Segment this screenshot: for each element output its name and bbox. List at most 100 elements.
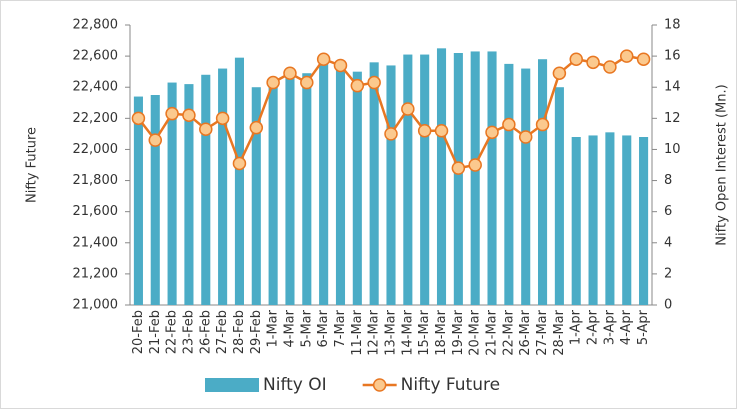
line-marker	[165, 106, 179, 121]
y2-tick-label: 2	[664, 266, 672, 281]
x-tick-label: 18-Mar	[434, 309, 449, 355]
x-tick-label: 1-Mar	[266, 309, 281, 347]
bar	[453, 53, 463, 305]
y2-tick-label: 4	[664, 235, 672, 250]
line-marker	[333, 58, 348, 73]
line-marker	[451, 161, 466, 175]
x-tick-label: 26-Mar	[518, 309, 533, 355]
x-tick-label: 4-Apr	[619, 309, 634, 345]
bar	[571, 137, 581, 305]
y-tick-label: 22,400	[73, 80, 119, 95]
line-marker	[131, 111, 146, 126]
line-marker	[552, 66, 567, 80]
y2-tick-label: 14	[664, 80, 681, 95]
line-marker	[468, 158, 482, 172]
y2-tick-label: 10	[664, 142, 681, 157]
x-tick-label: 12-Mar	[367, 309, 382, 355]
x-tick-label: 26-Feb	[198, 310, 213, 354]
bar	[386, 65, 396, 305]
x-tick-label: 22-Feb	[165, 310, 180, 354]
bar	[352, 71, 362, 306]
y-tick-label: 22,000	[73, 142, 119, 157]
bar	[335, 67, 346, 305]
x-tick-label: 1-Apr	[569, 309, 584, 345]
bar	[639, 137, 649, 305]
bar	[167, 82, 177, 305]
line-marker	[401, 102, 415, 116]
line-marker	[232, 156, 247, 171]
y-tick-label: 21,000	[73, 298, 119, 313]
y-tick-label: 22,200	[73, 111, 119, 126]
line-marker	[434, 124, 449, 138]
x-tick-label: 4-Mar	[282, 309, 297, 347]
y2-tick-label: 18	[664, 18, 681, 33]
bar	[420, 54, 430, 305]
y2-axis-label: Nifty Open Interest (Mn.)	[715, 84, 730, 245]
legend-swatch	[205, 378, 259, 392]
bar	[302, 73, 312, 305]
line-marker	[367, 75, 381, 90]
bar	[218, 68, 228, 305]
x-tick-label: 5-Apr	[636, 309, 651, 345]
x-tick-label: 6-Mar	[316, 309, 331, 347]
x-tick-label: 28-Mar	[552, 309, 567, 355]
x-tick-label: 21-Feb	[148, 310, 163, 354]
bar	[268, 82, 278, 305]
x-tick-label: 28-Feb	[232, 310, 247, 354]
legend-label: Nifty OI	[263, 375, 327, 395]
bar	[251, 87, 261, 305]
line-marker	[300, 75, 314, 90]
line-marker	[266, 75, 280, 90]
bar	[369, 62, 379, 306]
line-marker	[619, 49, 634, 63]
line-marker	[384, 127, 398, 141]
line-marker	[535, 117, 550, 132]
line-marker	[215, 111, 230, 126]
line-marker	[603, 60, 617, 74]
bar	[133, 96, 143, 305]
y2-tick-label: 12	[664, 111, 681, 126]
bar	[622, 135, 632, 305]
bar	[554, 87, 564, 305]
y-tick-label: 22,800	[73, 18, 119, 33]
x-tick-label: 13-Mar	[384, 309, 399, 355]
bar	[150, 95, 160, 305]
y-tick-label: 21,600	[73, 204, 119, 219]
bar	[234, 57, 244, 305]
line-marker	[417, 124, 432, 138]
line-marker	[249, 120, 264, 135]
bar	[184, 84, 194, 305]
y2-tick-label: 6	[664, 204, 672, 219]
legend-label: Nifty Future	[401, 375, 500, 395]
line-marker	[316, 52, 331, 66]
line-marker	[586, 55, 600, 70]
y2-tick-label: 0	[664, 298, 672, 313]
line-marker	[569, 52, 583, 66]
line-marker	[502, 117, 516, 132]
bar	[403, 54, 413, 305]
x-tick-label: 20-Mar	[468, 309, 483, 355]
y-axis-label: Nifty Future	[25, 127, 40, 203]
bar	[588, 135, 598, 305]
x-tick-label: 21-Mar	[485, 309, 500, 355]
bar	[470, 51, 480, 305]
x-tick-label: 3-Apr	[602, 309, 617, 345]
bar	[201, 74, 211, 306]
x-tick-label: 27-Feb	[215, 310, 230, 354]
x-tick-label: 14-Mar	[400, 309, 415, 355]
x-tick-label: 29-Feb	[249, 310, 264, 354]
x-tick-label: 22-Mar	[501, 309, 516, 355]
y-tick-label: 21,800	[73, 173, 119, 188]
y-tick-label: 22,600	[73, 49, 119, 64]
line-marker	[485, 125, 499, 140]
x-tick-label: 15-Mar	[417, 309, 432, 355]
bar	[285, 76, 295, 305]
bar	[605, 132, 615, 305]
x-tick-label: 5-Mar	[299, 309, 314, 347]
x-tick-label: 27-Mar	[535, 309, 550, 355]
y2-tick-label: 16	[664, 49, 681, 64]
y-tick-label: 21,200	[73, 266, 119, 281]
x-tick-label: 23-Feb	[181, 310, 196, 354]
line-marker	[148, 133, 163, 147]
